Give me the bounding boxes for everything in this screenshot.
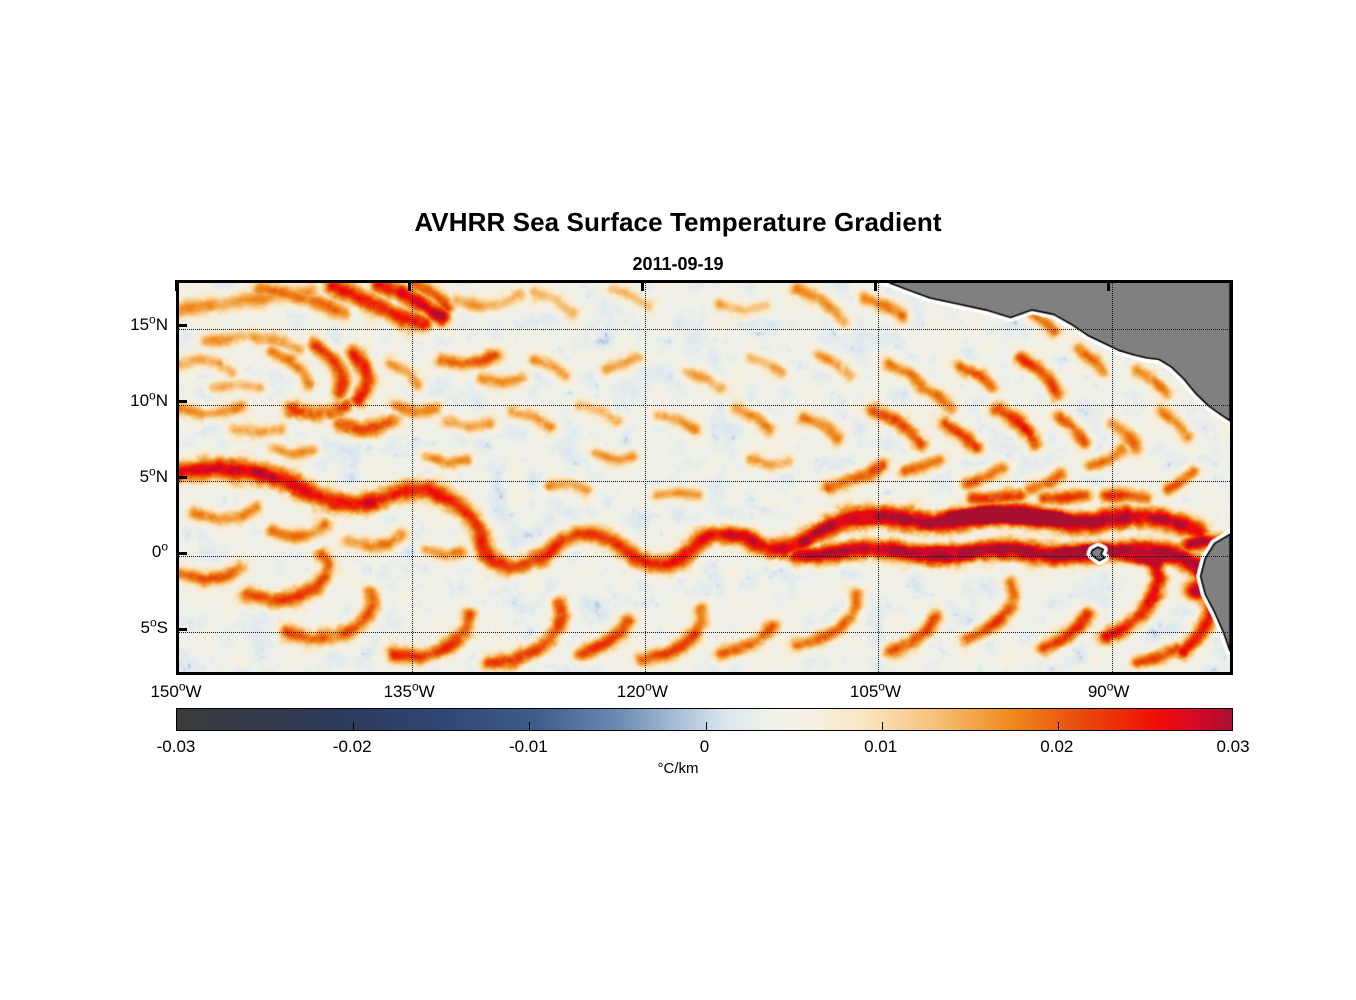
page-title: AVHRR Sea Surface Temperature Gradient	[414, 207, 942, 237]
colorbar-tick-label: 0.03	[1216, 737, 1250, 756]
ytick-label: 10oN	[130, 387, 168, 410]
colorbar-tick-mark	[881, 722, 883, 730]
xtick-label: 120oW	[616, 679, 668, 701]
figure-subtitle: 2011-09-19	[632, 254, 724, 274]
colorbar-tick-label: 0.02	[1040, 737, 1074, 756]
colorbar-tick-label: -0.02	[332, 737, 372, 756]
colorbar-tick-label: 0	[699, 737, 710, 756]
ytick-mark	[176, 476, 187, 479]
ytick-mark	[176, 551, 187, 555]
colorbar	[176, 708, 1233, 731]
colorbar-tick-label: -0.01	[508, 737, 548, 756]
ytick-mark	[176, 627, 187, 631]
ytick-label: 0o	[151, 539, 168, 562]
colorbar-gradient	[177, 709, 1232, 730]
xtick-label: 150oW	[150, 679, 202, 701]
colorbar-tick-mark	[705, 722, 707, 730]
xtick-mark	[873, 280, 877, 291]
xtick-label: 135oW	[383, 679, 435, 701]
ytick-mark	[176, 324, 187, 328]
ytick-label: 5oN	[139, 463, 168, 486]
colorbar-tick-mark	[529, 722, 531, 730]
ytick-label: 5oS	[140, 615, 169, 638]
map-axes	[176, 280, 1233, 675]
ytick-mark	[176, 400, 187, 404]
colorbar-tick-mark	[1057, 722, 1059, 730]
colorbar-unit-label: °C/km	[657, 760, 699, 777]
xtick-mark	[174, 280, 178, 291]
colorbar-tick-label: -0.03	[156, 737, 196, 756]
colorbar-tick-label: 0.01	[864, 737, 898, 756]
xtick-mark	[1107, 280, 1111, 291]
colorbar-tick-mark	[353, 722, 355, 730]
xtick-label: 105oW	[849, 679, 902, 701]
xtick-label: 90oW	[1087, 679, 1130, 701]
xtick-mark	[640, 280, 644, 291]
xtick-mark	[407, 280, 411, 291]
ytick-label: 15oN	[130, 311, 168, 334]
land-mask-overlay	[179, 283, 1230, 672]
